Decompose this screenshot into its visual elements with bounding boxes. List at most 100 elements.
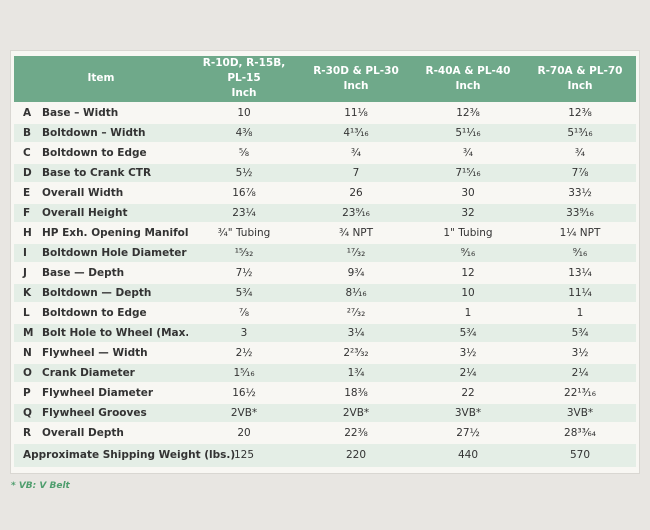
- cell-value: 16⅞: [188, 181, 300, 203]
- cell-value: 30: [412, 181, 524, 203]
- table-row: Q Flywheel Grooves 2VB* 2VB* 3VB* 3VB*: [14, 401, 636, 423]
- cell-value: 23⁹⁄₁₆: [300, 201, 412, 223]
- table-row: I Boltdown Hole Diameter ¹⁵⁄₃₂ ¹⁷⁄₃₂ ⁹⁄₁₆ ⁹⁄₁…: [14, 241, 636, 263]
- cell-value: 7⅞: [524, 161, 636, 183]
- table-row: P Flywheel Diameter 16½ 18⅜ 22 22¹³⁄₁₆: [14, 381, 636, 403]
- shipping-weight-row: Approximate Shipping Weight (lbs.) 125 220…: [14, 441, 636, 467]
- cell-value: ⁹⁄₁₆: [412, 241, 524, 263]
- cell-value: 1: [412, 301, 524, 323]
- cell-value: 33⁹⁄₁₆: [524, 201, 636, 223]
- cell-value: 1⁵⁄₁₆: [188, 361, 300, 383]
- row-letter: E: [14, 181, 40, 203]
- cell-value: 5¹³⁄₁₆: [524, 121, 636, 143]
- cell-value: 9¾: [300, 261, 412, 283]
- cell-value: 26: [300, 181, 412, 203]
- cell-value: 1¼ NPT: [524, 221, 636, 243]
- column-header-unit-label: Inch: [343, 79, 369, 92]
- row-item-label: Overall Height: [40, 201, 188, 223]
- table-row: M Bolt Hole to Wheel (Max.) 3 3¼ 5¾ 5¾: [14, 321, 636, 343]
- cell-value: 10: [412, 281, 524, 303]
- cell-value: 8¹⁄₁₆: [300, 281, 412, 303]
- table-row: H HP Exh. Opening Manifold ¾" Tubing ¾ NPT 1…: [14, 221, 636, 243]
- spec-table: Item R-10D, R-15B, PL-15 Inch R-30D & PL-3…: [14, 56, 636, 467]
- table-row: J Base — Depth 7½ 9¾ 12 13¼: [14, 261, 636, 283]
- cell-value: 2½: [188, 341, 300, 363]
- cell-value: 12⅜: [524, 101, 636, 123]
- cell-value: ¾: [412, 141, 524, 163]
- cell-value: 2VB*: [300, 401, 412, 423]
- cell-value: 4⅜: [188, 121, 300, 143]
- row-letter: H: [14, 221, 40, 243]
- cell-value: 2¼: [412, 361, 524, 383]
- row-item-label: Flywheel — Width: [40, 341, 188, 363]
- cell-value: 2²³⁄₃₂: [300, 341, 412, 363]
- row-letter: P: [14, 381, 40, 403]
- row-letter: B: [14, 121, 40, 143]
- row-letter: I: [14, 241, 40, 263]
- table-row: O Crank Diameter 1⁵⁄₁₆ 1¾ 2¼ 2¼: [14, 361, 636, 383]
- cell-value: 11¼: [524, 281, 636, 303]
- header-row: Item R-10D, R-15B, PL-15 Inch R-30D & PL-3…: [14, 56, 636, 103]
- cell-value: 18⅜: [300, 381, 412, 403]
- cell-value: 3½: [412, 341, 524, 363]
- cell-value: ⅞: [188, 301, 300, 323]
- table-row: C Boltdown to Edge ⅝ ¾ ¾ ¾: [14, 141, 636, 163]
- cell-value: ¹⁵⁄₃₂: [188, 241, 300, 263]
- cell-value: 3¼: [300, 321, 412, 343]
- row-letter: O: [14, 361, 40, 383]
- footnote-vb: * VB: V Belt: [11, 481, 70, 491]
- row-letter: K: [14, 281, 40, 303]
- cell-value: ⅝: [188, 141, 300, 163]
- row-letter: M: [14, 321, 40, 343]
- row-letter: L: [14, 301, 40, 323]
- row-item-label: Base — Depth: [40, 261, 188, 283]
- row-item-label: Flywheel Grooves: [40, 401, 188, 423]
- shipping-weight-label: Approximate Shipping Weight (lbs.): [14, 441, 235, 467]
- cell-value: 32: [412, 201, 524, 223]
- table-row: F Overall Height 23¼ 23⁹⁄₁₆ 32 33⁹⁄₁₆: [14, 201, 636, 223]
- cell-value: 5½: [188, 161, 300, 183]
- cell-value: 2¼: [524, 361, 636, 383]
- column-header-models-label: R-40A & PL-40: [425, 64, 511, 77]
- row-letter: F: [14, 201, 40, 223]
- cell-value: 5¹¹⁄₁₆: [412, 121, 524, 143]
- column-header-unit-label: Inch: [231, 87, 257, 100]
- cell-value: 7¹⁵⁄₁₆: [412, 161, 524, 183]
- table-row: D Base to Crank CTR 5½ 7 7¹⁵⁄₁₆ 7⅞: [14, 161, 636, 183]
- cell-value: ⁹⁄₁₆: [524, 241, 636, 263]
- table-row: B Boltdown – Width 4⅜ 4¹³⁄₁₆ 5¹¹⁄₁₆ 5¹³⁄₁₆: [14, 121, 636, 143]
- cell-value: 22: [412, 381, 524, 403]
- cell-value: ¾: [300, 141, 412, 163]
- cell-value: 13¼: [524, 261, 636, 283]
- table-row: A Base – Width 10 11⅛ 12⅜ 12⅜: [14, 101, 636, 123]
- row-item-label: Flywheel Diameter: [40, 381, 188, 403]
- column-header-models-label: R-10D, R-15B, PL-15: [202, 57, 286, 85]
- cell-value: ¾ NPT: [300, 221, 412, 243]
- column-header-unit-label: Inch: [455, 79, 481, 92]
- table-row: K Boltdown — Depth 5¾ 8¹⁄₁₆ 10 11¼: [14, 281, 636, 303]
- column-header-model-2: R-30D & PL-30 Inch: [300, 56, 412, 103]
- row-item-label: Base to Crank CTR: [40, 161, 188, 183]
- cell-value: ¾: [524, 141, 636, 163]
- cell-value: 5¾: [188, 281, 300, 303]
- cell-value: 10: [188, 101, 300, 123]
- column-header-models-label: R-70A & PL-70: [537, 64, 623, 77]
- row-item-label: Overall Depth: [40, 421, 188, 443]
- row-letter: J: [14, 261, 40, 283]
- cell-value: 23¼: [188, 201, 300, 223]
- row-item-label: Boltdown to Edge: [40, 301, 188, 323]
- row-letter: D: [14, 161, 40, 183]
- cell-value: 12: [412, 261, 524, 283]
- cell-value: 2VB*: [188, 401, 300, 423]
- row-item-label: Crank Diameter: [40, 361, 188, 383]
- cell-value: 1" Tubing: [412, 221, 524, 243]
- table-row: R Overall Depth 20 22⅜ 27½ 28³³⁄₆₄: [14, 421, 636, 443]
- column-header-model-1: R-10D, R-15B, PL-15 Inch: [188, 56, 300, 103]
- column-header-item: Item: [14, 56, 188, 103]
- row-letter: Q: [14, 401, 40, 423]
- cell-value: 7: [300, 161, 412, 183]
- cell-value: 22¹³⁄₁₆: [524, 381, 636, 403]
- cell-value: ¾" Tubing: [188, 221, 300, 243]
- cell-value: 12⅜: [412, 101, 524, 123]
- shipping-weight-value: 125: [188, 441, 300, 467]
